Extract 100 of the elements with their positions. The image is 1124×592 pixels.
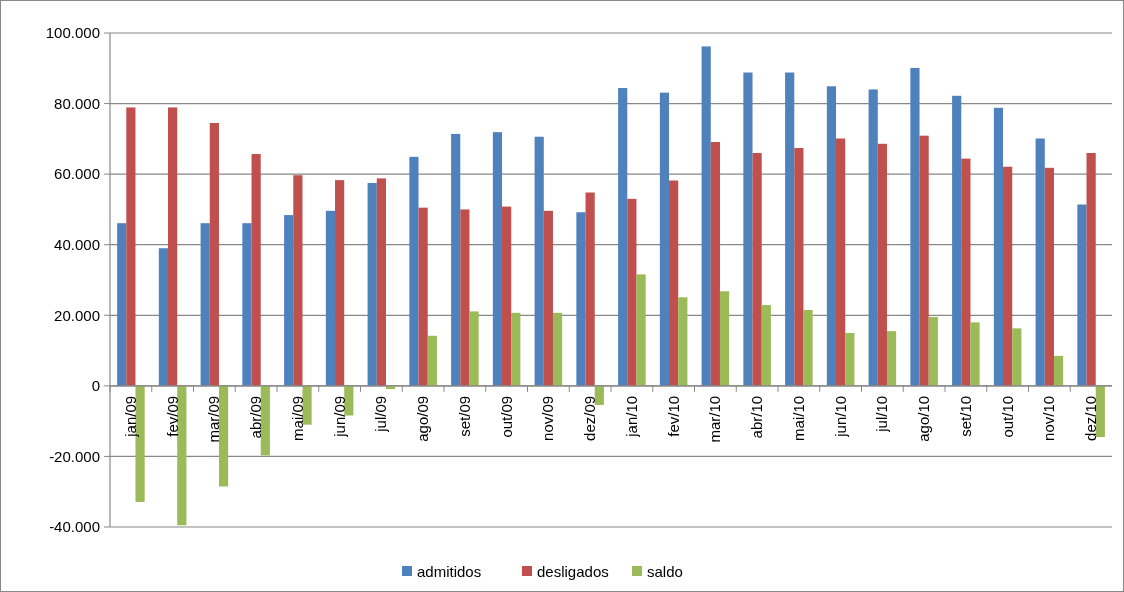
x-tick-label: jun/10 xyxy=(831,395,849,438)
bar xyxy=(1035,138,1045,386)
x-tick-label: nov/10 xyxy=(1040,395,1058,441)
bar xyxy=(710,142,720,386)
bar xyxy=(1012,328,1022,386)
y-tick-label: -20.000 xyxy=(49,447,100,465)
bar xyxy=(117,223,127,386)
bar xyxy=(325,210,336,386)
bar xyxy=(761,305,771,386)
bar xyxy=(552,312,563,386)
x-tick-label: jul/10 xyxy=(873,395,891,433)
bar xyxy=(168,107,178,386)
bar xyxy=(177,385,187,526)
x-tick-label: abr/10 xyxy=(748,395,766,439)
bar xyxy=(659,92,670,386)
bar xyxy=(845,332,855,386)
bar xyxy=(534,136,544,386)
bar xyxy=(469,311,479,386)
x-tick-label: ago/10 xyxy=(915,395,933,442)
bar xyxy=(928,317,938,386)
x-tick-label: jan/09 xyxy=(121,395,139,438)
bar xyxy=(952,95,962,386)
bar xyxy=(418,207,428,386)
x-tick-label: out/10 xyxy=(998,395,1016,438)
bar xyxy=(492,132,503,386)
bar xyxy=(427,335,437,386)
x-tick-label: abr/09 xyxy=(247,395,265,439)
bar xyxy=(1077,204,1087,386)
bar xyxy=(836,138,846,386)
bar xyxy=(803,309,813,386)
bar xyxy=(594,385,604,405)
bar xyxy=(993,107,1004,386)
bar xyxy=(1095,385,1105,438)
bar xyxy=(367,182,377,386)
bar xyxy=(511,312,521,386)
bar xyxy=(284,215,294,386)
bar xyxy=(585,192,595,386)
x-tick-label: ago/09 xyxy=(414,395,432,442)
bar xyxy=(260,385,270,456)
bar xyxy=(293,175,303,386)
y-tick-label: 40.000 xyxy=(54,235,100,253)
bar xyxy=(669,180,679,386)
bar xyxy=(752,152,762,386)
bar xyxy=(209,122,219,386)
x-tick-label: nov/09 xyxy=(539,395,557,441)
legend-label: saldo xyxy=(647,563,683,581)
bar xyxy=(126,107,136,386)
x-tick-label: mai/10 xyxy=(789,395,807,441)
bar xyxy=(1053,355,1064,386)
bar xyxy=(678,297,688,386)
bar xyxy=(627,198,637,386)
bar xyxy=(910,67,920,386)
bar xyxy=(1003,166,1013,386)
bar xyxy=(543,210,553,386)
bar xyxy=(451,133,461,386)
bar xyxy=(961,158,971,386)
bar xyxy=(302,385,312,425)
bar xyxy=(785,72,795,386)
x-tick-label: dez/10 xyxy=(1082,395,1100,441)
y-tick-label: -40.000 xyxy=(49,518,100,536)
x-tick-label: mar/09 xyxy=(205,395,223,443)
y-tick-label: 60.000 xyxy=(54,165,100,183)
y-tick-label: 80.000 xyxy=(54,94,100,112)
bar xyxy=(1044,167,1054,386)
bar xyxy=(502,206,512,386)
bar xyxy=(868,89,878,386)
x-tick-label: dez/09 xyxy=(581,395,599,441)
y-tick-label: 100.000 xyxy=(45,24,100,42)
bar xyxy=(1086,152,1096,386)
x-tick-label: jan/10 xyxy=(622,395,640,438)
bar xyxy=(251,154,261,386)
bar xyxy=(158,248,169,386)
bar xyxy=(618,88,628,386)
y-tick-label: 20.000 xyxy=(54,306,100,324)
bar xyxy=(826,86,837,386)
x-tick-label: mai/09 xyxy=(288,395,306,441)
x-tick-label: jul/09 xyxy=(372,395,390,433)
bar xyxy=(218,385,229,487)
bar xyxy=(200,223,210,386)
x-tick-label: set/10 xyxy=(956,395,974,437)
bar xyxy=(576,212,586,386)
bar xyxy=(701,46,711,386)
x-tick-label: mar/10 xyxy=(706,395,724,443)
bar xyxy=(877,143,887,386)
bar xyxy=(719,291,730,386)
bar xyxy=(242,223,252,386)
bar xyxy=(886,331,897,386)
bar xyxy=(794,148,804,386)
x-tick-label: out/09 xyxy=(497,395,515,438)
x-tick-label: fev/09 xyxy=(163,395,181,437)
x-tick-label: fev/10 xyxy=(664,395,682,437)
y-tick-label: 0 xyxy=(91,377,100,395)
x-tick-label: set/09 xyxy=(455,395,473,437)
bar xyxy=(970,322,980,386)
legend-label: admitidos xyxy=(417,563,482,581)
x-tick-label: jun/09 xyxy=(330,395,348,438)
legend-label: desligados xyxy=(537,563,609,581)
bar xyxy=(335,180,345,386)
bar xyxy=(460,209,470,386)
bar xyxy=(743,72,753,386)
